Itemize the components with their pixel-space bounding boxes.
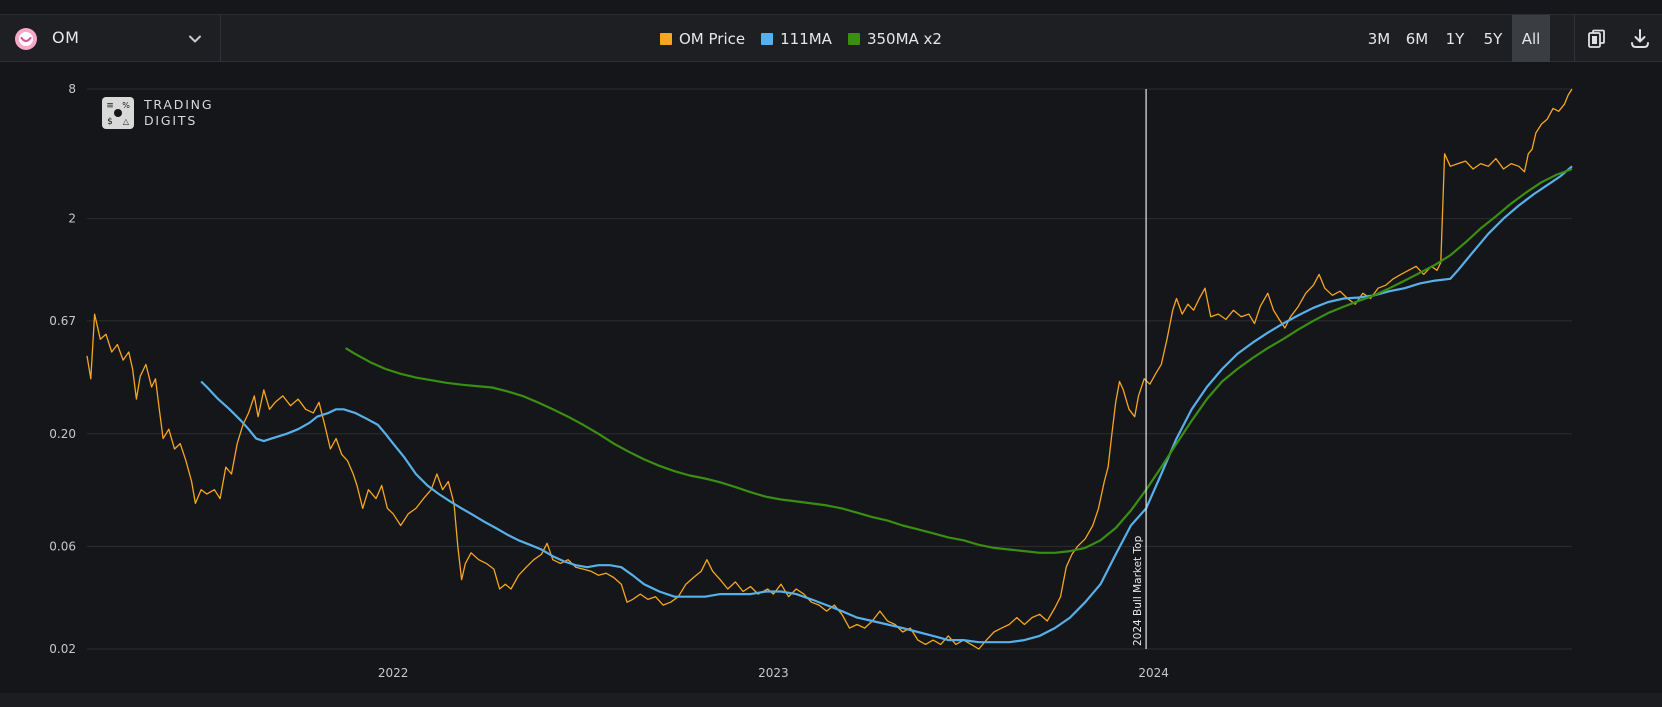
- x-tick-label: 2023: [758, 666, 789, 680]
- x-tick-label: 2024: [1138, 666, 1169, 680]
- legend-label-350ma: 350MA x2: [866, 30, 942, 48]
- legend-label-price: OM Price: [679, 30, 746, 48]
- watermark-line-2: DIGITS: [144, 113, 198, 128]
- y-tick-label: 0.20: [49, 427, 76, 441]
- download-icon[interactable]: [1629, 28, 1651, 50]
- chart-area[interactable]: 8 2 0.67 0.20 0.06 0.02 2022 2023 2024 2024 Bull …: [0, 62, 1662, 707]
- legend-swatch-price: [660, 33, 672, 45]
- y-tick-label: 8: [68, 82, 76, 96]
- watermark-text: TRADING DIGITS: [144, 97, 213, 129]
- price-chart: 8 2 0.67 0.20 0.06 0.02 2022 2023 2024 2024 Bull …: [49, 82, 1573, 680]
- price-series-line: [86, 88, 1573, 650]
- chart-actions: [1574, 15, 1662, 62]
- bull-market-top-label: 2024 Bull Market Top: [1132, 535, 1144, 646]
- legend-swatch-111ma: [761, 33, 774, 45]
- top-strip: [0, 0, 1662, 14]
- y-tick-label: 0.06: [49, 539, 76, 553]
- range-selector: 3M 6M 1Y 5Y All: [1360, 15, 1550, 62]
- legend-item-price[interactable]: OM Price: [660, 30, 745, 48]
- bottom-strip: [0, 693, 1662, 707]
- asset-logo-icon: [15, 28, 37, 50]
- range-button-5y[interactable]: 5Y: [1483, 29, 1503, 48]
- asset-symbol: OM: [52, 28, 80, 47]
- chart-legend: OM Price 111MA 350MA x2: [660, 28, 942, 50]
- y-tick-label: 0.02: [49, 642, 76, 656]
- legend-label-111ma: 111MA: [780, 30, 832, 48]
- ma111-series-line: [200, 165, 1573, 644]
- x-tick-label: 2022: [378, 666, 409, 680]
- asset-selector[interactable]: OM: [0, 15, 221, 62]
- y-tick-label: 0.67: [49, 314, 76, 328]
- svg-text:%: %: [122, 101, 130, 110]
- legend-item-111ma[interactable]: 111MA: [761, 30, 832, 48]
- range-button-3m[interactable]: 3M: [1367, 29, 1391, 48]
- chart-toolbar: OM OM Price 111MA 350MA x2 3M 6M 1Y 5Y: [0, 14, 1662, 62]
- copy-icon[interactable]: [1586, 28, 1608, 50]
- trading-digits-logo-icon: ≡ % $ △: [102, 97, 134, 129]
- range-button-1y[interactable]: 1Y: [1445, 29, 1465, 48]
- range-button-6m[interactable]: 6M: [1405, 29, 1429, 48]
- y-tick-label: 2: [68, 212, 76, 226]
- watermark: ≡ % $ △ TRADING DIGITS: [102, 97, 213, 129]
- range-button-all[interactable]: All: [1512, 15, 1550, 62]
- svg-text:△: △: [123, 117, 130, 126]
- ma350x2-series-line: [345, 167, 1573, 554]
- legend-swatch-350ma: [847, 33, 860, 45]
- watermark-line-1: TRADING: [144, 97, 214, 112]
- chevron-down-icon: [189, 35, 201, 43]
- legend-item-350ma[interactable]: 350MA x2: [847, 30, 942, 48]
- svg-text:≡: ≡: [106, 101, 114, 111]
- svg-text:$: $: [107, 117, 113, 127]
